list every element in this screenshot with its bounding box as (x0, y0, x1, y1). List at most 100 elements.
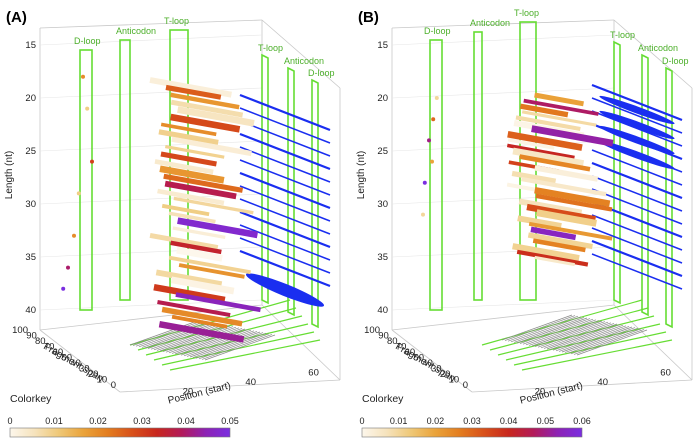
y-tick-label: 100 (12, 325, 28, 336)
projection-stroke (537, 321, 609, 348)
region-box-side (261, 53, 269, 305)
axis-frame-line (391, 19, 615, 29)
data-point (72, 233, 76, 238)
heat-stroke (534, 255, 575, 267)
heat-stroke (177, 217, 259, 239)
region-label-back: Anticodon (116, 26, 156, 36)
projection-stroke (558, 326, 630, 352)
wall-points (61, 74, 94, 291)
colorkey-tick: 0.04 (177, 416, 195, 426)
projection-stroke (171, 328, 243, 354)
projection-stroke (192, 332, 264, 358)
floor-projection (501, 314, 648, 356)
y-tick-label: 60 (53, 347, 64, 358)
projection-stroke (552, 324, 624, 351)
blue-series-line (239, 224, 331, 261)
blue-series (239, 93, 331, 307)
projection-stroke (507, 315, 579, 342)
y-tick-label: 0 (111, 380, 116, 391)
projection-stroke (153, 324, 225, 351)
z-grid-line (391, 140, 615, 152)
y-tick-label: 100 (364, 325, 380, 336)
blue-series-line (239, 185, 331, 222)
colorkey-tick: 0.05 (221, 416, 239, 426)
heat-stroke (153, 283, 226, 304)
x-tick-label: 20 (535, 387, 546, 398)
colorkey-tick: 0 (7, 416, 12, 426)
y-tick-label: 10 (449, 375, 460, 386)
projection-stroke (183, 330, 255, 357)
x-tick-label: 60 (660, 368, 671, 379)
projection-stroke (129, 319, 201, 346)
floor-region-line (489, 307, 649, 351)
region-box-side (613, 40, 621, 305)
projection-stroke (186, 331, 258, 357)
region-box-side (665, 66, 673, 329)
heat-stroke (175, 292, 261, 313)
projection-stroke (195, 332, 267, 359)
heat-stroke (534, 92, 584, 107)
data-point (61, 286, 66, 291)
colorkey-tick: 0.01 (390, 416, 408, 426)
projection-stroke (174, 328, 246, 355)
colorkey-tick: 0 (359, 416, 364, 426)
blue-series-line (591, 83, 683, 122)
y-tick-label: 70 (396, 342, 407, 353)
heat-stroke (531, 125, 614, 147)
blue-series-line (591, 188, 683, 225)
panel-label: (B) (358, 9, 379, 26)
y-axis-label: Fragment span (41, 341, 105, 384)
region-box-back (473, 31, 483, 301)
projection-stroke (165, 326, 237, 353)
projection-stroke (180, 329, 252, 356)
heat-stroke (528, 221, 613, 241)
blue-series-cluster (599, 125, 675, 155)
region-label-back: D-loop (424, 26, 451, 36)
blue-series (591, 83, 683, 290)
projection-stroke (156, 325, 228, 351)
y-tick-label: 80 (387, 336, 398, 347)
y-tick-label: 30 (431, 364, 442, 375)
projection-stroke (543, 323, 615, 349)
projection-stroke (150, 323, 222, 350)
y-tick-label: 50 (413, 353, 424, 364)
z-tick-label: 30 (25, 199, 36, 210)
projection-stroke (576, 329, 648, 356)
blue-series-line (239, 159, 331, 196)
heat-stroke (521, 110, 597, 127)
projection-stroke (132, 320, 204, 346)
region-box-side (311, 78, 319, 329)
blue-series-line (591, 214, 683, 251)
blue-series-line (239, 237, 331, 274)
heat-stroke (173, 196, 254, 215)
heat-stroke (527, 232, 593, 250)
blue-series-line (591, 239, 683, 278)
z-grid-line (39, 34, 263, 46)
heat-stroke (149, 77, 232, 98)
heat-stroke (534, 187, 611, 207)
projection-stroke (138, 321, 210, 348)
heat-stroke (176, 246, 223, 262)
blue-series-cluster (599, 140, 675, 170)
projection-stroke (201, 334, 273, 360)
x-tick-label: 40 (245, 377, 256, 388)
z-grid-line (39, 140, 263, 152)
x-tick-label: 20 (183, 387, 194, 398)
region-box-back (79, 49, 93, 311)
z-axis-label: Length (nt) (4, 151, 15, 199)
axis-frame-line (119, 379, 341, 393)
colorkey: Colorkey 0 0.01 0.02 0.03 0.04 0.05 0.06 (359, 393, 591, 438)
axis-frame-line (613, 19, 693, 89)
colorkey-tick: 0.03 (133, 416, 151, 426)
heat-stroke (163, 173, 244, 193)
projection-stroke (189, 331, 261, 358)
floor-region-line (169, 339, 321, 371)
projection-stroke (573, 329, 645, 355)
axis-frame-line (261, 19, 341, 89)
heat-stroke (507, 138, 555, 150)
heat-stroke (164, 180, 237, 200)
heat-stroke (532, 238, 586, 253)
data-point (427, 138, 431, 143)
y-tick-label: 30 (79, 364, 90, 375)
